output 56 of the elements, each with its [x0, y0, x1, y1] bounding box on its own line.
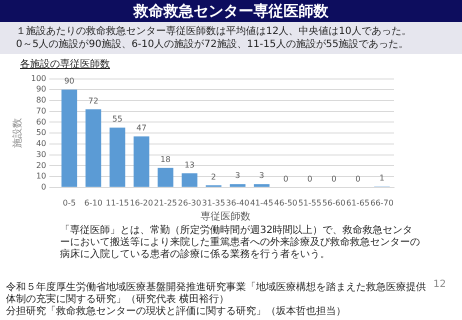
data-label: 3: [235, 171, 240, 180]
bar: [110, 128, 126, 187]
data-label: 1: [379, 173, 385, 182]
x-tick-label: 56-60: [322, 198, 346, 208]
y-tick-label: 80: [36, 96, 46, 105]
data-label: 90: [64, 76, 74, 86]
y-tick-label: 40: [36, 139, 46, 148]
data-label: 72: [88, 96, 98, 106]
x-tick-label: 21-25: [154, 198, 178, 208]
y-tick-label: 0: [41, 182, 46, 192]
x-tick-label: 36-40: [226, 198, 250, 208]
x-tick-label: 31-35: [202, 198, 226, 208]
x-tick-label: 6-10: [84, 198, 102, 208]
x-tick-label: 51-55: [298, 198, 322, 208]
y-tick-label: 90: [36, 84, 46, 94]
x-tick-label: 16-20: [130, 198, 154, 208]
x-axis-title: 専従医師数: [200, 210, 251, 223]
y-tick-label: 10: [36, 172, 46, 181]
data-label: 0: [307, 174, 312, 184]
chart-title: 救命救急センター専従医師数: [0, 0, 462, 22]
bar: [230, 184, 246, 187]
x-tick-label: 41-45: [250, 198, 274, 208]
text: 「専従医師」とは、常勤（所定労働時間が週32時間以上）で、救命救急センターにおいて搬送等により来院した重篤患者への外来診療及び救命救急センターの病床に入院している患者の診療に係る業務を行う者をいう。: [60, 225, 421, 261]
y-tick-label: 70: [36, 106, 46, 116]
x-tick-label: 0-5: [62, 198, 76, 208]
y-tick-label: 30: [36, 150, 46, 159]
data-label: 18: [160, 154, 171, 164]
bar: [182, 173, 198, 187]
x-tick-label: 66-70: [370, 198, 394, 208]
x-tick-label: 61-65: [346, 198, 370, 208]
data-label: 2: [211, 172, 216, 182]
x-tick-label: 11-15: [106, 198, 130, 208]
bar: [61, 90, 78, 187]
bar: [158, 168, 174, 187]
x-tick-label: 26-30: [178, 198, 202, 208]
text: 令和５年度厚生労働省地域医療基盤開発推進研究事業「地域医療構想を踏まえた救急医療提供体制の充実に関する研究」（研究代表 横田裕行）: [6, 282, 426, 306]
y-axis-title: 施設数: [12, 118, 24, 148]
data-label: 0: [283, 174, 288, 184]
y-tick-label: 50: [36, 128, 46, 138]
bar: [254, 184, 270, 187]
text: 12: [433, 279, 446, 290]
y-tick-label: 100: [30, 74, 46, 83]
chart-subtitle: １施設あたりの救命救急センター専従医師数は平均値は12人、中央値は10人であった。 0～5人の施設が90施設、6-10人の施設が72施設、11-15人の施設が55施設であった。: [0, 22, 462, 54]
data-label: 47: [136, 123, 147, 132]
x-tick-label: 46-50: [274, 198, 298, 208]
y-tick-label: 20: [36, 160, 46, 170]
data-label: 3: [259, 171, 264, 180]
data-label: 55: [112, 114, 122, 124]
bar: [134, 136, 150, 187]
bar: [86, 109, 102, 187]
data-label: 0: [331, 174, 336, 184]
text: 各施設の専従医師数: [20, 58, 111, 71]
data-label: 0: [355, 174, 360, 184]
data-label: 13: [184, 160, 195, 170]
y-tick-label: 60: [36, 117, 46, 126]
text: 分担研究「救命救急センターの現状と評価に関する研究」（坂本哲也担当）: [6, 306, 347, 318]
